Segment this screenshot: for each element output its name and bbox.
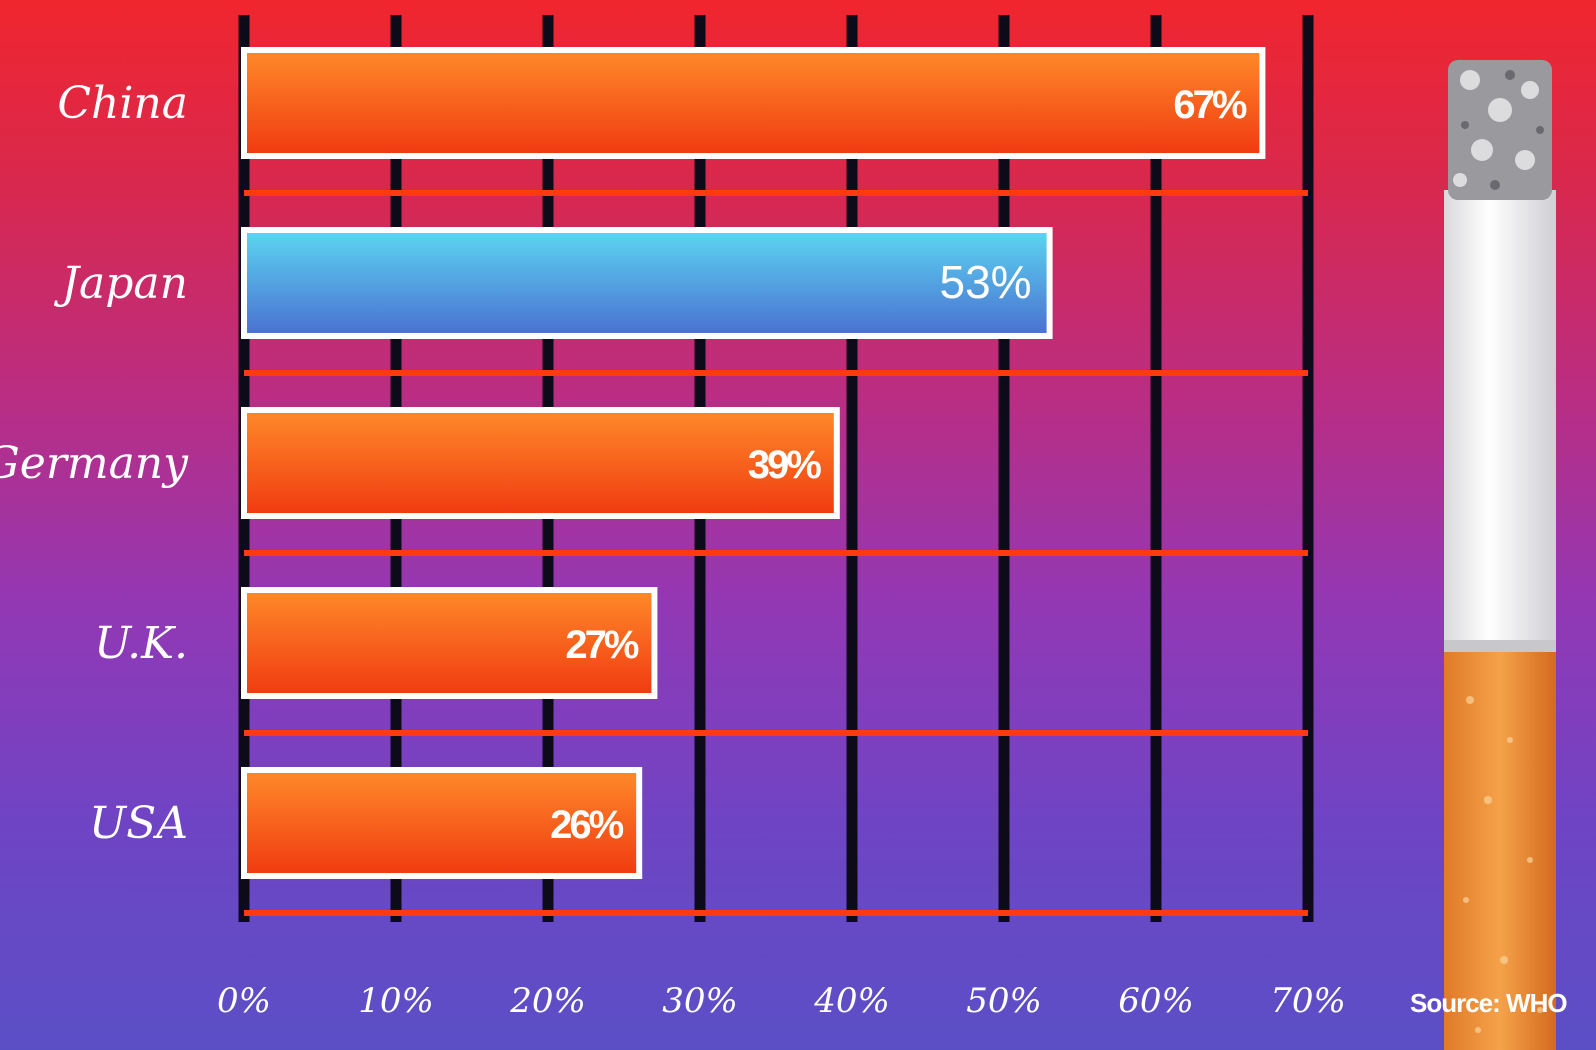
data-label: 53% xyxy=(940,256,1032,308)
x-tick-label: 20% xyxy=(509,981,586,1021)
x-tick-label: 10% xyxy=(358,981,434,1021)
x-tick-label: 0% xyxy=(217,981,271,1021)
bars: 67% 53% 39% 27% 26% xyxy=(241,47,1266,879)
x-tick-label: 60% xyxy=(1118,981,1194,1021)
data-label: 67% xyxy=(1173,83,1246,127)
x-tick-label: 50% xyxy=(966,981,1042,1021)
category-label: Japan xyxy=(53,258,188,309)
category-label: China xyxy=(57,78,188,129)
category-label: U.K. xyxy=(94,618,188,669)
bar-china xyxy=(241,47,1266,159)
x-tick-label: 70% xyxy=(1270,981,1346,1021)
row-separators xyxy=(244,190,1308,916)
bar-usa xyxy=(241,767,643,879)
x-tick-label: 40% xyxy=(813,981,890,1021)
bar-germany xyxy=(241,407,840,519)
category-labels: China Japan Germany U.K. USA xyxy=(0,78,189,849)
data-label: 39% xyxy=(748,443,821,487)
x-axis-ticks: 0% 10% 20% 30% 40% 50% 60% 70% xyxy=(217,981,1346,1021)
x-tick-label: 30% xyxy=(662,981,738,1021)
cigarette-icon xyxy=(1444,60,1556,1050)
bar-uk xyxy=(241,587,658,699)
data-label: 26% xyxy=(550,803,623,847)
bar-japan xyxy=(241,227,1053,339)
source-label: Source: WHO xyxy=(1410,988,1567,1018)
data-label: 27% xyxy=(565,623,638,667)
category-label: Germany xyxy=(0,438,189,489)
category-label: USA xyxy=(89,798,188,849)
